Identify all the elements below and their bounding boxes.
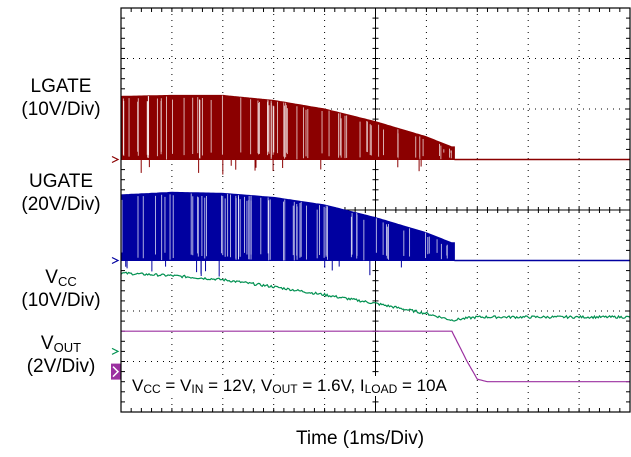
channel-marker-icon [111,363,121,380]
plot-frame [120,7,631,413]
channel-marker-icon [111,155,120,164]
trace-ugate [111,191,630,277]
trace-vout [111,330,630,383]
vcc-name-main: V [45,267,58,288]
switching-envelope [120,191,455,261]
test-conditions: VCC = VIN = 12V, VOUT = 1.6V, ILOAD = 10… [130,376,449,396]
marker-arrow-icon [112,366,120,378]
ugate-name: UGATE [28,171,94,192]
vcc-name-sub: CC [57,274,77,289]
vcc-scale: (10V/Div) [21,290,101,311]
channel-marker-icon [111,347,120,355]
trace-line [121,330,630,383]
trace-vcc [111,271,631,355]
vcc-label: VCC (10V/Div) [2,266,120,312]
vout-label: VOUT (2V/Div) [2,332,120,378]
lgate-label: LGATE (10V/Div) [2,75,120,121]
lgate-name: LGATE [30,76,92,97]
ugate-label: UGATE (20V/Div) [2,170,120,216]
ugate-scale: (20V/Div) [21,194,101,215]
trace-line [120,271,631,322]
vout-name: VOUT [2,332,120,355]
lgate-scale: (10V/Div) [21,99,101,120]
x-axis-title: Time (1ms/Div) [296,428,425,449]
vout-name-main: V [40,333,54,354]
traces [111,94,631,383]
vout-name-sub: OUT [53,340,82,355]
vout-scale: (2V/Div) [26,356,96,377]
vcc-name: VCC [2,266,120,289]
trace-lgate [111,94,630,175]
channel-marker-icon [111,256,120,265]
